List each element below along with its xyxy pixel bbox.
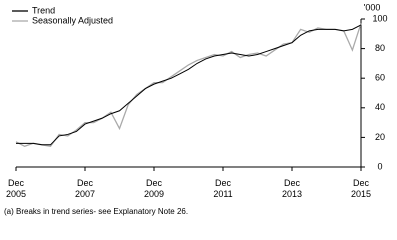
y-tick-label: 80	[375, 43, 385, 53]
page: {"chart_data": {"type": "line", "unit_la…	[4, 2, 388, 216]
x-tick-label: Dec 2013	[281, 178, 303, 199]
legend-label: Seasonally Adjusted	[32, 15, 113, 25]
series-line	[15, 23, 362, 147]
y-tick-label: 60	[375, 73, 385, 83]
y-tick-label: 100	[372, 13, 387, 23]
y-tick-label: 40	[375, 102, 385, 112]
series-line	[16, 24, 362, 146]
x-tick-label: Dec 2009	[143, 178, 165, 199]
x-tick-label: Dec 2015	[350, 178, 372, 199]
y-tick-label: 0	[377, 161, 382, 171]
y-tick-label: 20	[375, 132, 385, 142]
legend-label: Trend	[32, 5, 55, 15]
footnote: (a) Breaks in trend series- see Explanat…	[4, 207, 189, 216]
x-tick-label: Dec 2007	[74, 178, 96, 199]
x-tick-label: Dec 2011	[213, 178, 233, 199]
unit-label: '000	[364, 2, 381, 12]
x-tick-label: Dec 2005	[5, 178, 27, 199]
